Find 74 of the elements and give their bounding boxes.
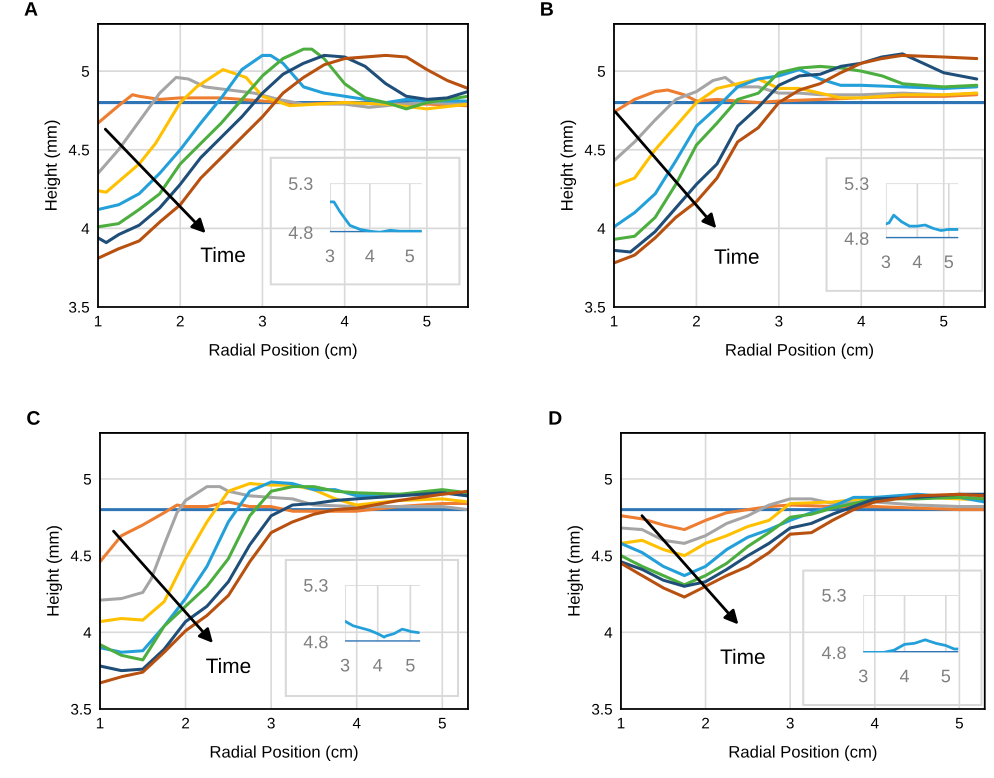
chart-title: B bbox=[541, 2, 553, 16]
x-tick-label: 2 bbox=[182, 718, 190, 728]
y-tick-label: 4.5 bbox=[592, 550, 612, 562]
x-axis-title: Radial Position (cm) bbox=[210, 745, 358, 761]
y-tick-label: 5 bbox=[82, 66, 90, 77]
annotation: Time bbox=[200, 246, 245, 262]
x-tick-label: 3 bbox=[786, 718, 794, 729]
x-tick-label: 4 bbox=[900, 670, 910, 682]
y-tick-label: 5 bbox=[604, 474, 612, 485]
line-series bbox=[886, 214, 958, 232]
chart-title: C bbox=[27, 411, 40, 425]
y-axis-title: Height (mm) bbox=[44, 120, 60, 210]
annotation: Time bbox=[206, 658, 250, 674]
y-tick-label: 3.5 bbox=[71, 704, 92, 715]
y-tick-label: 3.5 bbox=[585, 302, 606, 313]
y-axis-title: Height (mm) bbox=[46, 526, 62, 616]
chart-title: A bbox=[24, 2, 38, 16]
y-tick-label: 3.5 bbox=[69, 302, 90, 313]
y-tick-label: 4 bbox=[604, 627, 612, 638]
y-tick-label: 4.5 bbox=[70, 550, 92, 562]
annotation: Time bbox=[714, 248, 759, 264]
x-tick-label: 1 bbox=[610, 316, 618, 326]
x-tick-label: 3 bbox=[258, 316, 266, 327]
x-tick-label: 5 bbox=[940, 316, 948, 327]
x-tick-label: 4 bbox=[912, 256, 922, 268]
y-axis-title: Height (mm) bbox=[560, 120, 576, 210]
x-tick-label: 1 bbox=[618, 718, 624, 728]
x-axis-title: Radial Position (cm) bbox=[730, 745, 876, 761]
x-tick-label: 5 bbox=[956, 718, 963, 729]
y-tick-label: 5 bbox=[84, 474, 92, 485]
x-tick-label: 5 bbox=[405, 250, 414, 262]
x-tick-label: 1 bbox=[94, 316, 102, 326]
x-tick-label: 5 bbox=[944, 256, 954, 268]
x-tick-label: 3 bbox=[267, 718, 275, 729]
y-tick-label: 3.5 bbox=[592, 704, 612, 715]
x-tick-label: 3 bbox=[858, 670, 868, 682]
y-tick-label: 5 bbox=[598, 66, 606, 77]
x-tick-label: 4 bbox=[373, 658, 382, 672]
x-tick-label: 5 bbox=[423, 316, 430, 327]
x-tick-label: 2 bbox=[692, 316, 700, 326]
y-tick-label: 5.3 bbox=[844, 177, 868, 190]
y-tick-label: 4.8 bbox=[822, 646, 846, 660]
x-tick-label: 3 bbox=[340, 658, 350, 672]
annotation: Time bbox=[720, 648, 765, 664]
y-tick-label: 4.8 bbox=[288, 226, 313, 239]
y-tick-label: 5.3 bbox=[288, 177, 313, 190]
x-tick-label: 1 bbox=[96, 718, 104, 728]
y-tick-label: 4.8 bbox=[304, 636, 328, 648]
y-tick-label: 4 bbox=[598, 223, 606, 234]
y-axis-title: Height (mm) bbox=[568, 526, 584, 616]
y-tick-label: 4.5 bbox=[584, 144, 606, 156]
x-axis-title: Radial Position (cm) bbox=[210, 343, 357, 359]
y-tick-label: 4.8 bbox=[844, 232, 868, 245]
x-tick-label: 4 bbox=[352, 718, 361, 728]
line-series bbox=[345, 620, 420, 638]
chart-title: D bbox=[549, 411, 562, 425]
x-tick-label: 2 bbox=[176, 316, 184, 326]
x-tick-label: 4 bbox=[340, 316, 348, 326]
x-tick-label: 3 bbox=[882, 255, 890, 268]
y-tick-label: 4.5 bbox=[68, 144, 90, 156]
x-tick-label: 5 bbox=[406, 658, 415, 672]
y-tick-label: 5.3 bbox=[304, 578, 328, 592]
x-tick-label: 5 bbox=[438, 718, 446, 729]
x-tick-label: 4 bbox=[870, 718, 879, 728]
x-tick-label: 2 bbox=[702, 718, 710, 728]
x-axis-title: Radial Position (cm) bbox=[726, 343, 874, 359]
y-tick-label: 4 bbox=[84, 627, 92, 638]
x-tick-label: 3 bbox=[775, 316, 782, 327]
x-tick-label: 4 bbox=[365, 250, 374, 262]
y-tick-label: 4 bbox=[82, 223, 90, 234]
x-tick-label: 5 bbox=[942, 670, 950, 682]
y-tick-label: 5.3 bbox=[822, 588, 846, 602]
x-tick-label: 3 bbox=[326, 249, 334, 262]
line-series bbox=[98, 68, 468, 194]
